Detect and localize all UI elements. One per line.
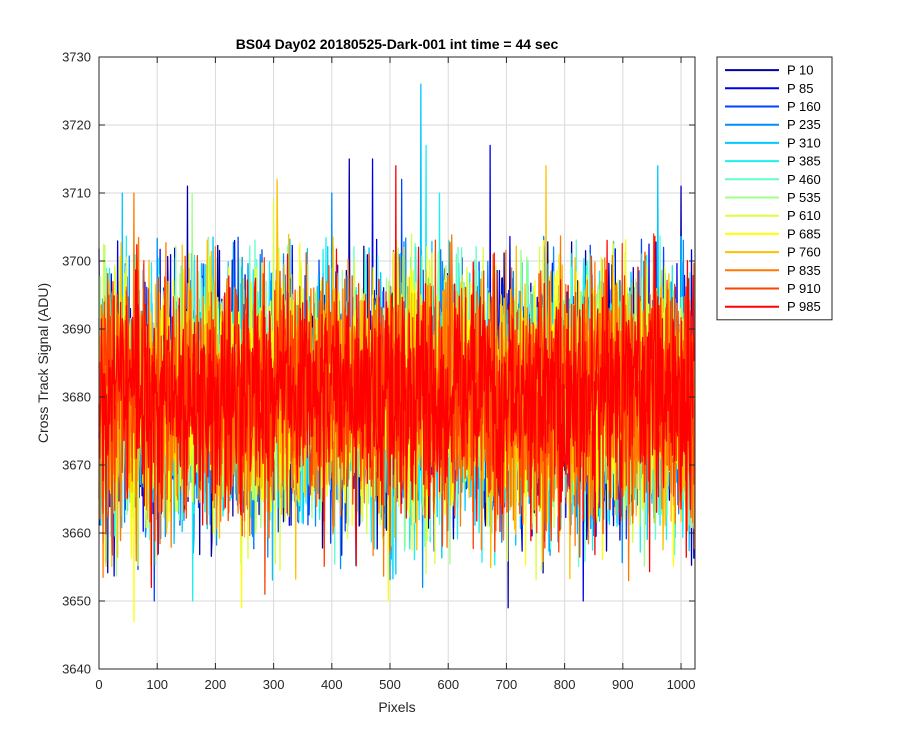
x-tick-label: 300 — [263, 677, 285, 692]
x-tick-label: 600 — [437, 677, 459, 692]
y-tick-label: 3730 — [62, 50, 91, 65]
legend-entry-label: P 835 — [787, 263, 821, 278]
legend-entry-label: P 910 — [787, 281, 821, 296]
y-tick-label: 3650 — [62, 594, 91, 609]
legend-entry-label: P 310 — [787, 135, 821, 150]
y-tick-label: 3720 — [62, 118, 91, 133]
y-tick-label: 3700 — [62, 254, 91, 269]
legend-entry-label: P 535 — [787, 190, 821, 205]
x-tick-label: 200 — [205, 677, 227, 692]
legend-entry-label: P 460 — [787, 172, 821, 187]
y-tick-label: 3660 — [62, 526, 91, 541]
legend-entry-label: P 160 — [787, 99, 821, 114]
x-tick-label: 1000 — [667, 677, 696, 692]
chart-title: BS04 Day02 20180525-Dark-001 int time = … — [236, 36, 559, 52]
legend-entry-label: P 610 — [787, 208, 821, 223]
x-tick-label: 400 — [321, 677, 343, 692]
axis-ticks: 0 100 200 300 400 500 600 700 800 900 1000 3640 3650… — [62, 50, 695, 693]
x-tick-label: 700 — [496, 677, 518, 692]
legend-entry-label: P 85 — [787, 81, 814, 96]
legend-entry-label: P 760 — [787, 245, 821, 260]
x-tick-label: 0 — [95, 677, 102, 692]
legend-entry-label: P 985 — [787, 299, 821, 314]
legend-entry-label: P 685 — [787, 226, 821, 241]
legend-entry-label: P 235 — [787, 117, 821, 132]
y-tick-label: 3640 — [62, 662, 91, 677]
x-tick-label: 900 — [612, 677, 634, 692]
y-tick-label: 3710 — [62, 186, 91, 201]
series-lines — [98, 83, 696, 623]
legend-box — [716, 56, 833, 321]
x-tick-label: 100 — [146, 677, 168, 692]
y-tick-label: 3680 — [62, 390, 91, 405]
legend-entry-label: P 385 — [787, 154, 821, 169]
x-axis-label: Pixels — [378, 699, 415, 715]
y-tick-label: 3690 — [62, 322, 91, 337]
series-line-p-985 — [98, 165, 696, 589]
y-tick-label: 3670 — [62, 458, 91, 473]
legend: P 10 P 85 P 160 P 235 P 310 P 385 P 460 P 535 P … — [716, 56, 833, 321]
x-tick-label: 800 — [554, 677, 576, 692]
plot-border — [98, 56, 696, 670]
y-axis-label: Cross Track Signal (ADU) — [35, 283, 51, 443]
x-tick-label: 500 — [379, 677, 401, 692]
legend-entry-label: P 10 — [787, 63, 814, 78]
